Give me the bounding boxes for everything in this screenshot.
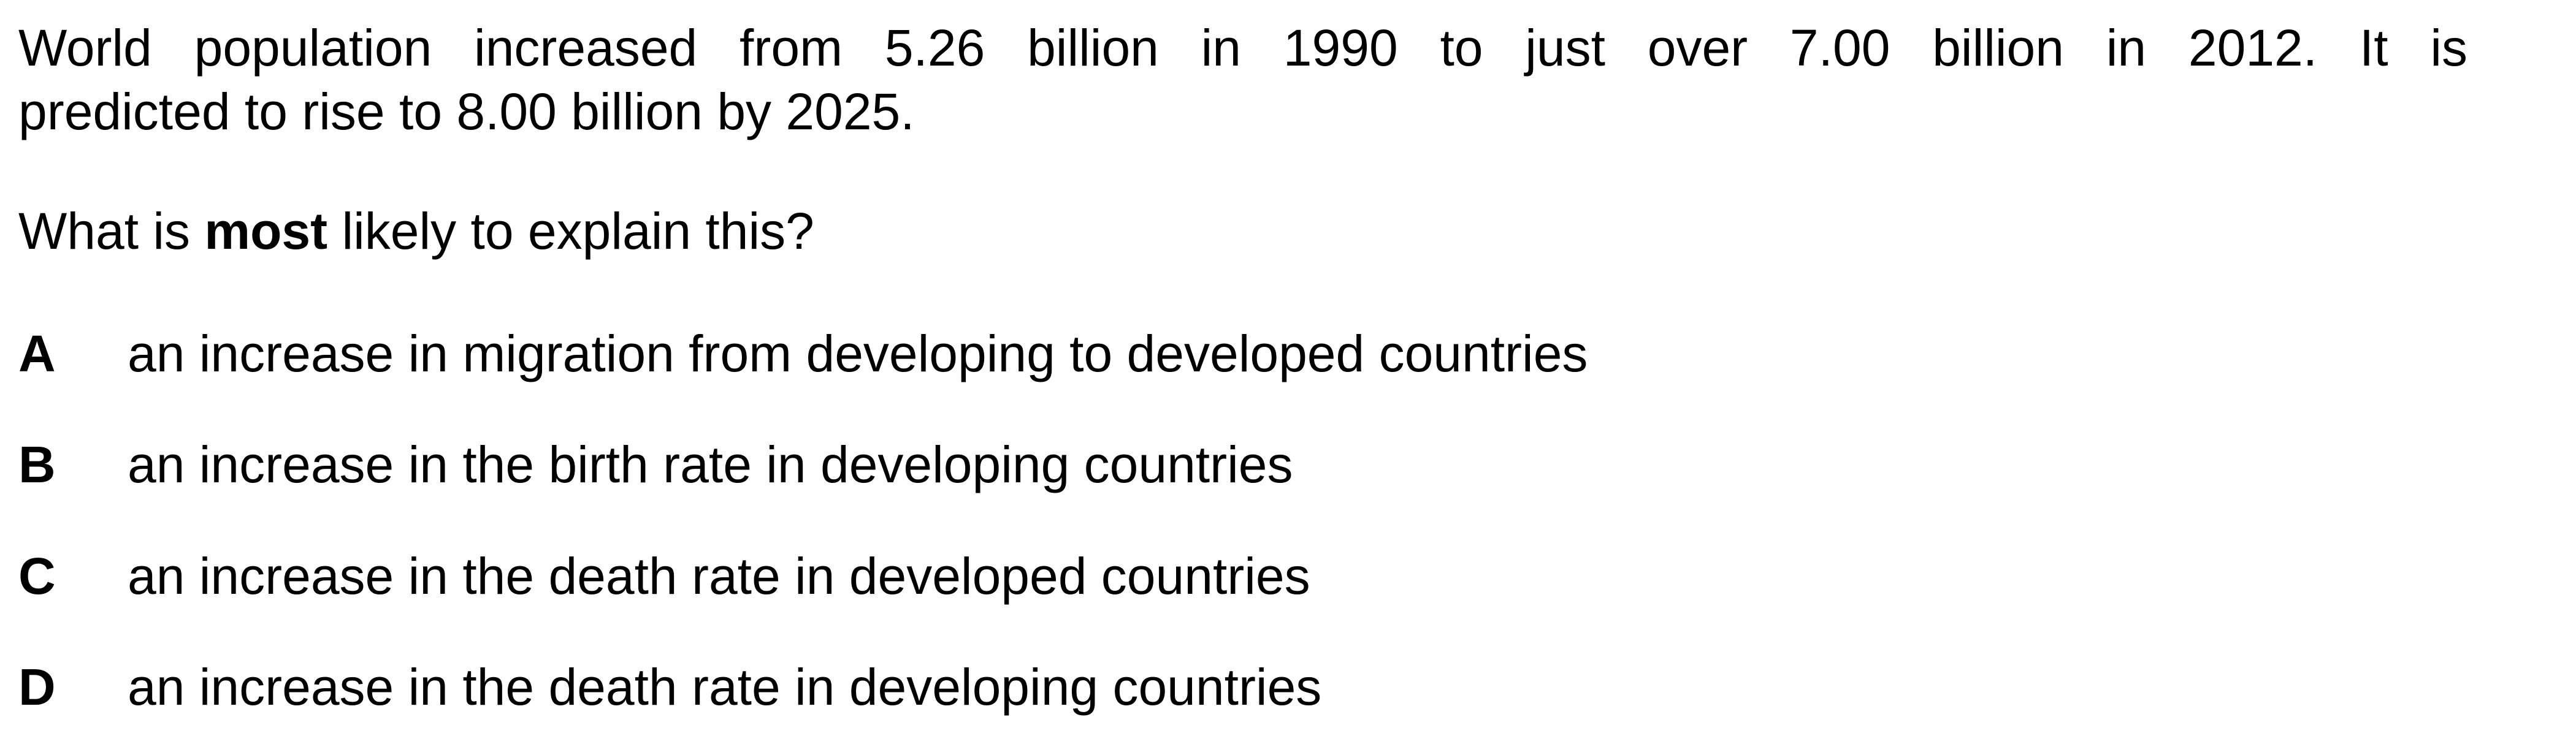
option-text: an increase in migration from developing… [128,325,1588,382]
question-emphasis: most [204,202,328,260]
option-text: an increase in the death rate in develop… [128,547,1310,605]
option-letter: A [18,325,56,382]
question-suffix: likely to explain this? [327,202,814,260]
option-text: an increase in the death rate in develop… [128,658,1322,716]
option-letter: B [18,436,56,493]
stem-line-2: predicted to rise to 8.00 billion by 202… [18,83,915,140]
option-letter: C [18,547,56,605]
question-prefix: What is [18,202,205,260]
question-text: What is most likely to explain this? [18,205,814,257]
stem-line-1: World population increased from 5.26 bil… [18,19,2467,77]
option-letter: D [18,658,56,716]
option-text: an increase in the birth rate in develop… [128,436,1293,493]
